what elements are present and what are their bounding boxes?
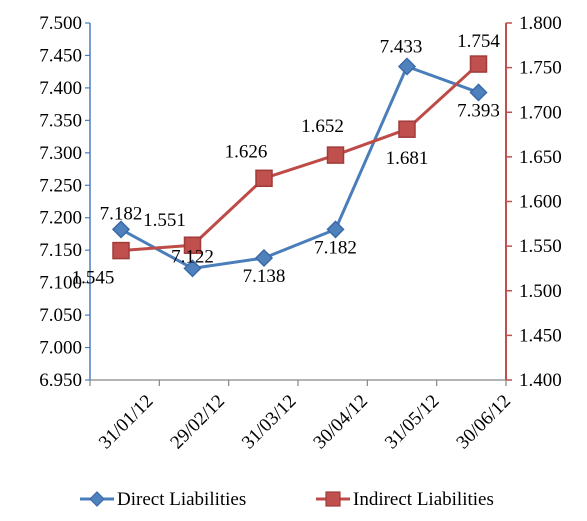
legend-label: Direct Liabilities	[117, 489, 246, 510]
direct-liabilities-label: 7.182	[100, 203, 143, 224]
indirect-liabilities-point	[255, 169, 273, 188]
legend: Direct Liabilities Indirect Liabilities	[80, 489, 494, 510]
direct-liabilities-label: 7.433	[380, 36, 423, 57]
direct-liabilities-label: 7.393	[457, 100, 500, 121]
right-y-tick-label: 1.600	[519, 192, 562, 213]
right-y-tick-label: 1.700	[519, 102, 562, 123]
right-y-tick-label: 1.650	[519, 147, 562, 168]
indirect-liabilities-point	[112, 241, 130, 260]
direct-liabilities-point	[326, 220, 345, 239]
x-tick-label: 30/04/12	[309, 391, 372, 454]
indirect-liabilities-label: 1.652	[301, 116, 344, 137]
indirect-liabilities-point	[183, 236, 202, 254]
indirect-liabilities-point	[469, 55, 488, 73]
left-y-tick-label: 7.450	[39, 45, 82, 66]
direct-liabilities-point	[254, 248, 274, 268]
left-y-tick-label: 6.950	[39, 370, 82, 391]
left-y-tick-label: 7.150	[39, 240, 82, 261]
indirect-liabilities-point	[398, 120, 416, 138]
direct-liabilities-point	[397, 57, 417, 76]
left-y-tick-label: 7.500	[39, 13, 82, 34]
right-y-tick-label: 1.400	[519, 370, 562, 391]
x-tick-label: 31/03/12	[238, 391, 301, 454]
left-y-tick-label: 7.050	[39, 305, 82, 326]
right-y-tick-label: 1.500	[519, 281, 562, 302]
direct-liabilities-label: 7.182	[314, 237, 357, 258]
diamond-marker-icon	[89, 491, 105, 507]
left-y-tick-label: 7.300	[39, 143, 82, 164]
right-y-tick-label: 1.800	[519, 13, 562, 34]
x-tick-label: 30/06/12	[452, 391, 515, 454]
left-y-tick-label: 7.350	[39, 110, 82, 131]
x-tick-label: 31/05/12	[381, 391, 444, 454]
square-marker-icon	[325, 491, 341, 507]
direct-liabilities-point	[469, 83, 488, 102]
indirect-liabilities-label: 1.754	[457, 31, 500, 52]
legend-label: Indirect Liabilities	[353, 489, 494, 510]
direct-liabilities-point	[183, 259, 202, 278]
x-tick-label: 29/02/12	[166, 391, 229, 454]
legend-item: Indirect Liabilities	[316, 489, 494, 510]
indirect-liabilities-point	[326, 146, 345, 164]
right-y-tick-label: 1.450	[519, 325, 562, 346]
series-line	[120, 62, 480, 253]
legend-item: Direct Liabilities	[80, 489, 246, 510]
direct-liabilities-label: 7.138	[243, 266, 286, 287]
direct-liabilities-point	[111, 220, 131, 239]
indirect-liabilities-label: 1.626	[225, 141, 268, 162]
series-line	[120, 64, 480, 270]
x-tick-label: 31/01/12	[95, 391, 158, 454]
left-y-tick-label: 7.000	[39, 338, 82, 359]
left-y-tick-label: 7.100	[39, 273, 82, 294]
right-y-tick-label: 1.750	[519, 58, 562, 79]
indirect-liabilities-label: 1.545	[72, 268, 115, 289]
right-y-tick-label: 1.550	[519, 236, 562, 257]
indirect-liabilities-label: 1.551	[143, 210, 186, 231]
indirect-liabilities-label: 1.681	[386, 148, 429, 169]
left-y-tick-label: 7.200	[39, 208, 82, 229]
data-labels: 7.182 7.122 7.138 7.182 7.433 7.393 1.545 1.551…	[72, 31, 501, 289]
left-y-tick-label: 7.400	[39, 78, 82, 99]
left-y-tick-label: 7.250	[39, 175, 82, 196]
direct-liabilities-label: 7.122	[171, 246, 214, 267]
series-layer	[111, 55, 488, 278]
